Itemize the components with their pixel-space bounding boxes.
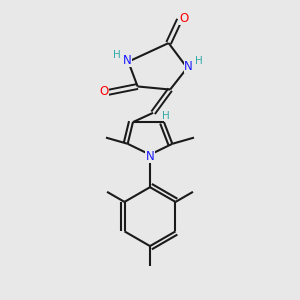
Text: H: H bbox=[162, 111, 170, 121]
Text: H: H bbox=[113, 50, 120, 60]
Text: O: O bbox=[99, 85, 108, 98]
Text: N: N bbox=[146, 150, 154, 163]
Text: N: N bbox=[122, 54, 131, 67]
Text: H: H bbox=[195, 56, 203, 66]
Text: N: N bbox=[184, 60, 193, 73]
Text: O: O bbox=[179, 12, 189, 25]
